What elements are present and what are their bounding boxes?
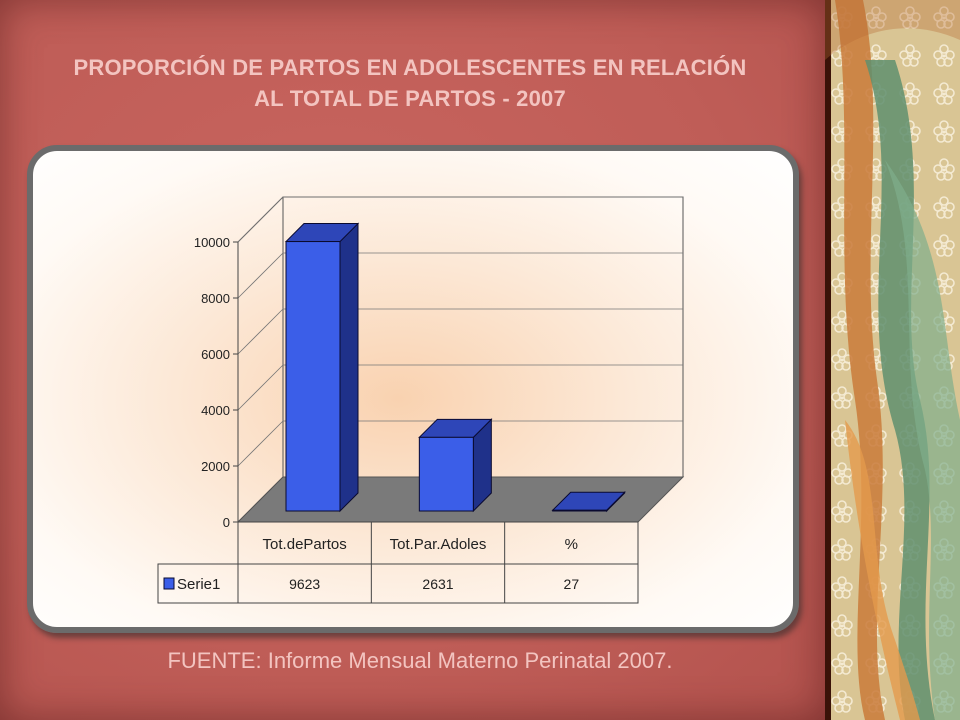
bar <box>418 418 493 513</box>
gridline <box>237 364 683 411</box>
bar <box>551 491 626 513</box>
y-tick-label: 4000 <box>201 403 230 418</box>
floral-pattern-decoration <box>825 0 960 720</box>
legend-swatch <box>163 577 175 590</box>
data-table: Tot.dePartos Tot.Par.Adoles % 9623 2631 27 Ser… <box>157 521 639 604</box>
table-value-row <box>157 563 639 604</box>
bar-front <box>418 436 474 512</box>
y-tick-label: 10000 <box>194 235 230 250</box>
category-label: Tot.Par.Adoles <box>390 536 487 553</box>
bar-side <box>339 222 359 513</box>
gridline <box>237 196 683 243</box>
gridline <box>237 308 683 355</box>
data-value-label: 9623 <box>289 576 320 592</box>
bars <box>284 222 626 513</box>
bar-front <box>552 509 608 512</box>
gridline <box>237 252 683 299</box>
source-caption: FUENTE: Informe Mensual Materno Perinata… <box>167 648 673 673</box>
side-wall-edge <box>237 196 284 523</box>
slide-title: PROPORCIÓN DE PARTOS EN ADOLESCENTES EN … <box>73 55 747 111</box>
category-label: % <box>565 536 578 553</box>
y-tick-label: 0 <box>223 515 230 530</box>
gridline <box>237 420 683 467</box>
gridlines <box>237 196 684 523</box>
category-label: Tot.dePartos <box>263 536 347 553</box>
y-axis: 0 2000 4000 6000 8000 10000 <box>194 235 239 530</box>
decorative-panel <box>825 0 960 720</box>
bar-front <box>285 241 341 512</box>
y-tick-label: 8000 <box>201 291 230 306</box>
data-value-label: 2631 <box>422 576 453 592</box>
bar-chart: 0 2000 4000 6000 8000 10000 Tot.dePartos Tot.P… <box>157 196 685 604</box>
legend-series-label: Serie1 <box>177 576 220 593</box>
chart-card: 0 2000 4000 6000 8000 10000 Tot.dePartos Tot.P… <box>27 145 799 633</box>
y-tick-label: 6000 <box>201 347 230 362</box>
data-value-label: 27 <box>564 576 580 592</box>
y-tick-label: 2000 <box>201 459 230 474</box>
bar <box>284 222 360 513</box>
